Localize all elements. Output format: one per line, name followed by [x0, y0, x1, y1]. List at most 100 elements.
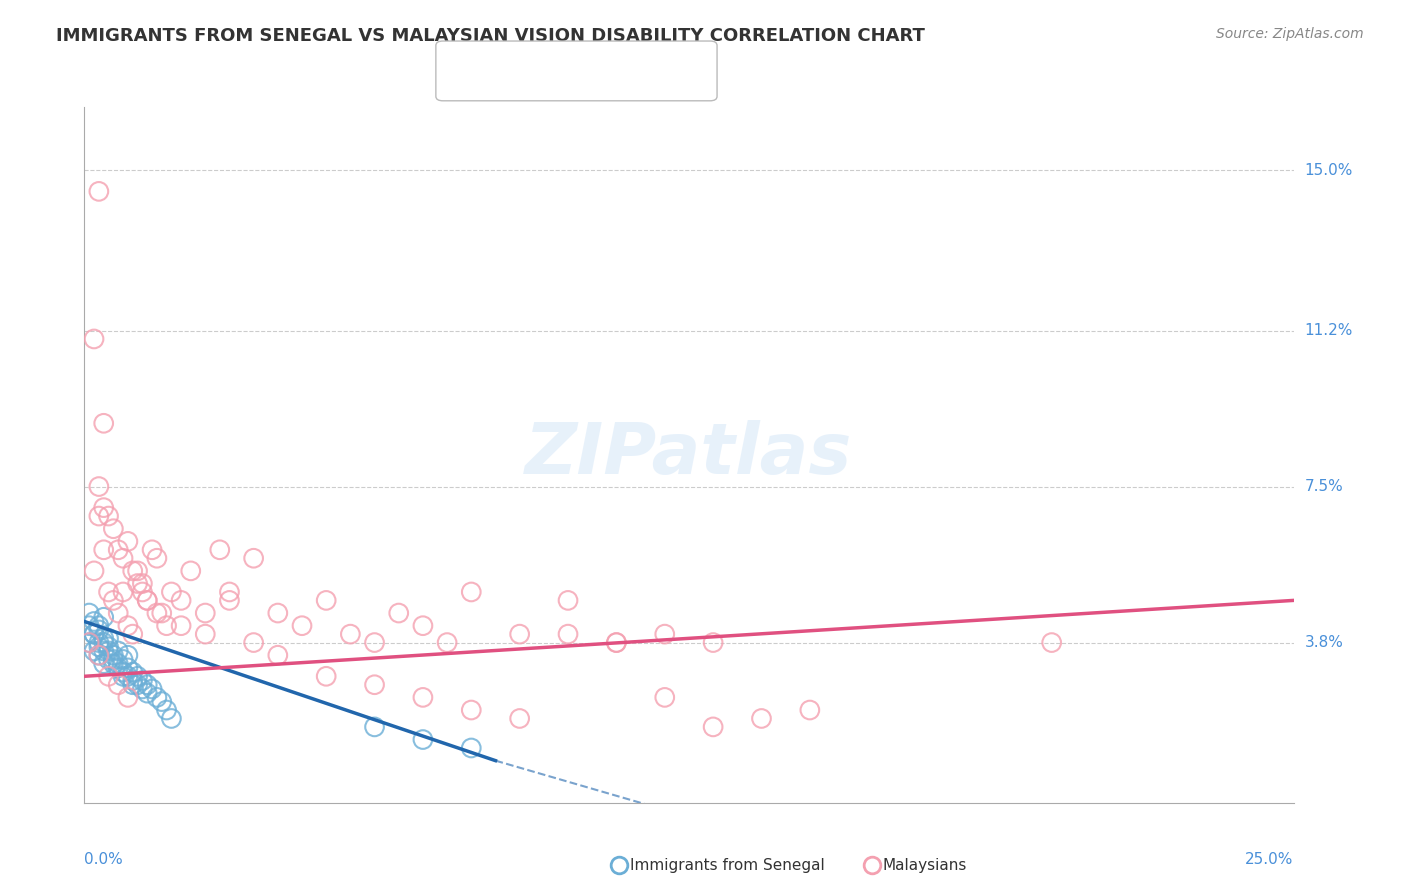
Text: ZIPatlas: ZIPatlas — [526, 420, 852, 490]
Point — [77, 606, 100, 620]
Point — [799, 703, 821, 717]
Point — [93, 632, 115, 646]
Point — [388, 606, 411, 620]
Text: R =  0.096   N = 74: R = 0.096 N = 74 — [471, 73, 647, 91]
Point — [131, 576, 153, 591]
Point — [117, 661, 139, 675]
Point — [77, 618, 100, 632]
Point — [267, 606, 290, 620]
Point — [654, 627, 676, 641]
Text: 25.0%: 25.0% — [1246, 852, 1294, 866]
Point — [93, 417, 115, 431]
Point — [87, 623, 110, 637]
Point — [93, 644, 115, 658]
Point — [83, 627, 105, 641]
Point — [180, 564, 202, 578]
Point — [291, 618, 314, 632]
Point — [77, 635, 100, 649]
Point — [97, 669, 120, 683]
Point — [93, 657, 115, 671]
Point — [117, 690, 139, 705]
Point — [242, 551, 264, 566]
Point — [107, 644, 129, 658]
Point — [83, 564, 105, 578]
Point — [83, 332, 105, 346]
Point — [87, 635, 110, 649]
Point — [121, 673, 143, 688]
Point — [93, 500, 115, 515]
Point — [363, 635, 385, 649]
Text: 11.2%: 11.2% — [1305, 323, 1353, 338]
Point — [702, 635, 724, 649]
Point — [208, 542, 231, 557]
Point — [127, 669, 149, 683]
Point — [509, 711, 531, 725]
Point — [117, 618, 139, 632]
Point — [141, 681, 163, 696]
Point — [112, 551, 135, 566]
Text: 3.8%: 3.8% — [1305, 635, 1344, 650]
Point — [194, 627, 217, 641]
Point — [605, 635, 627, 649]
Point — [117, 669, 139, 683]
Point — [93, 635, 115, 649]
Point — [103, 522, 125, 536]
Text: Malaysians: Malaysians — [883, 858, 967, 872]
Point — [412, 690, 434, 705]
Point — [557, 627, 579, 641]
Point — [87, 640, 110, 654]
Point — [160, 585, 183, 599]
Point — [77, 635, 100, 649]
Point — [87, 479, 110, 493]
Text: 0.0%: 0.0% — [84, 852, 124, 866]
Point — [146, 690, 169, 705]
Point — [315, 593, 337, 607]
Point — [509, 627, 531, 641]
Point — [605, 635, 627, 649]
Text: Immigrants from Senegal: Immigrants from Senegal — [630, 858, 825, 872]
Point — [83, 644, 105, 658]
Point — [136, 593, 159, 607]
Point — [460, 585, 482, 599]
Point — [117, 648, 139, 663]
Point — [103, 657, 125, 671]
Point — [131, 673, 153, 688]
Point — [112, 652, 135, 666]
Text: Source: ZipAtlas.com: Source: ZipAtlas.com — [1216, 27, 1364, 41]
Point — [97, 509, 120, 524]
Point — [117, 534, 139, 549]
Point — [146, 551, 169, 566]
Point — [121, 665, 143, 679]
Point — [654, 690, 676, 705]
Point — [363, 720, 385, 734]
Point — [557, 593, 579, 607]
Point — [127, 564, 149, 578]
Point — [87, 648, 110, 663]
Point — [131, 585, 153, 599]
Text: 7.5%: 7.5% — [1305, 479, 1343, 494]
Point — [87, 618, 110, 632]
Point — [315, 669, 337, 683]
Point — [155, 618, 177, 632]
Point — [97, 640, 120, 654]
Point — [112, 669, 135, 683]
Point — [107, 542, 129, 557]
Point — [136, 593, 159, 607]
Point — [97, 652, 120, 666]
Point — [136, 686, 159, 700]
Point — [412, 618, 434, 632]
Point — [339, 627, 361, 641]
Point — [103, 593, 125, 607]
Point — [460, 741, 482, 756]
Point — [107, 606, 129, 620]
Point — [87, 648, 110, 663]
Point — [1040, 635, 1063, 649]
Point — [112, 585, 135, 599]
Point — [127, 678, 149, 692]
Point — [136, 678, 159, 692]
Point — [267, 648, 290, 663]
Point — [218, 593, 240, 607]
Point — [702, 720, 724, 734]
Point — [93, 542, 115, 557]
Point — [460, 703, 482, 717]
